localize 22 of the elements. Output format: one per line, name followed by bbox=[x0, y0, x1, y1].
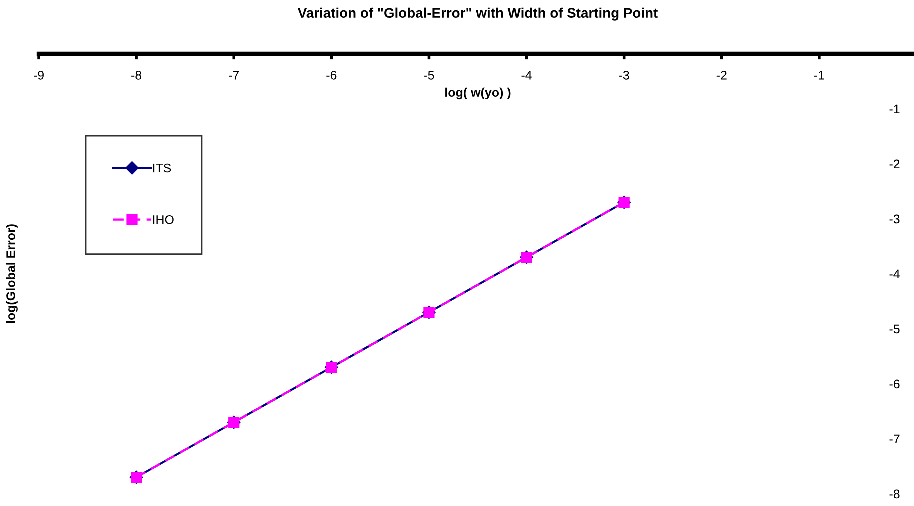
x-tick-label: -5 bbox=[424, 71, 434, 80]
x-tick-label: -9 bbox=[34, 70, 44, 80]
y-tick-label: -2 bbox=[890, 160, 900, 169]
legend-label: ITS bbox=[153, 164, 172, 173]
x-tick-label: -8 bbox=[132, 70, 142, 80]
legend-label: IHO bbox=[153, 215, 174, 224]
x-tick-label: -4 bbox=[522, 71, 532, 80]
x-tick-label: -1 bbox=[814, 71, 824, 80]
x-tick-label: -7 bbox=[229, 71, 240, 80]
y-tick-label: -8 bbox=[890, 490, 900, 499]
y-axis-title: log(Global Error) bbox=[6, 224, 18, 324]
y-tick-label: -6 bbox=[890, 380, 900, 389]
x-tick-label: -2 bbox=[716, 70, 727, 80]
x-tick-label: -3 bbox=[619, 70, 630, 80]
chart-title: Variation of "Global-Error" with Width of Starting Point bbox=[298, 8, 658, 21]
y-tick-label: -4 bbox=[890, 270, 900, 279]
x-tick-label: -6 bbox=[326, 70, 337, 80]
x-axis-title: log( w(yo) ) bbox=[446, 88, 511, 100]
y-tick-label: -3 bbox=[890, 214, 900, 224]
y-tick-label: -1 bbox=[890, 104, 900, 114]
y-tick-label: -5 bbox=[890, 324, 900, 334]
y-tick-label: -7 bbox=[890, 434, 900, 444]
